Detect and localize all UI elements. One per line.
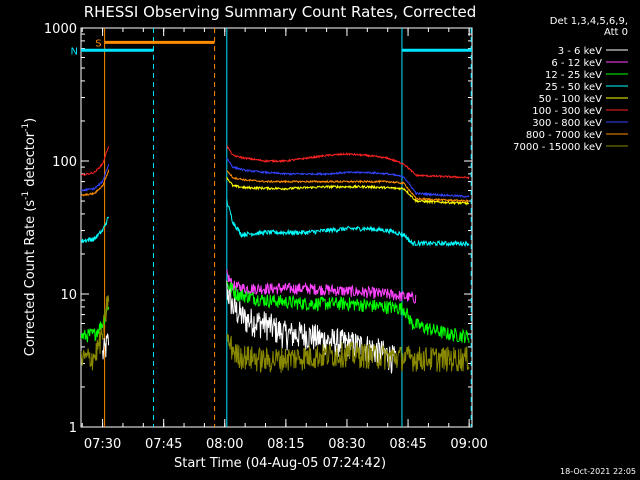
series-line: [102, 332, 110, 360]
series-line: [226, 157, 470, 198]
x-tick-label: 08:30: [328, 437, 365, 452]
flag-bars: SN: [71, 38, 472, 57]
legend-label: 25 - 50 keV: [545, 82, 602, 93]
series-line: [226, 170, 470, 203]
x-tick-label: 09:00: [450, 437, 487, 452]
y-label-part: Corrected Count Rate (s: [23, 200, 38, 357]
series-line: [226, 280, 397, 374]
legend-label: 3 - 6 keV: [558, 46, 602, 57]
legend-label: 50 - 100 keV: [539, 94, 603, 105]
legend-label: 7000 - 15000 keV: [513, 142, 602, 153]
y-tick-label: 100: [52, 155, 77, 170]
series-line: [226, 281, 470, 344]
x-tick-label: 07:45: [145, 437, 182, 452]
series-line: [226, 176, 470, 206]
series-line: [226, 333, 470, 374]
series-line: [81, 216, 110, 244]
legend-label: 300 - 800 keV: [532, 118, 602, 129]
legend-label: 800 - 7000 keV: [526, 130, 602, 141]
y-axis-label: Corrected Count Rate (s-1 detector-1): [21, 118, 38, 356]
series-line: [81, 295, 110, 371]
x-tick-label: 08:15: [267, 437, 304, 452]
time-markers: [104, 28, 472, 427]
series-line: [226, 269, 417, 304]
series-line: [81, 169, 110, 197]
y-label-superscript: -1: [21, 123, 31, 132]
x-axis-label: Start Time (04-Aug-05 07:24:42): [174, 456, 386, 471]
series-line: [81, 163, 110, 192]
flag-label: N: [71, 46, 78, 57]
series-line: [81, 146, 110, 176]
x-tick-label: 08:00: [206, 437, 243, 452]
series-lines: [81, 145, 470, 374]
plot-area: [80, 27, 473, 428]
y-label-part: ): [23, 118, 38, 123]
y-label-superscript: -1: [21, 191, 31, 200]
y-tick-label: 1000: [44, 22, 77, 37]
series-line: [226, 199, 470, 247]
legend-title: Att 0: [604, 27, 628, 38]
y-axis: 1 10 100 1000: [44, 22, 472, 436]
y-tick-label: 10: [60, 288, 77, 303]
series-line: [226, 145, 470, 180]
legend-label: 6 - 12 keV: [551, 58, 602, 69]
chart-title: RHESSI Observing Summary Count Rates, Co…: [84, 3, 477, 21]
legend-label: 100 - 300 keV: [532, 106, 602, 117]
y-tick-label: 1: [69, 421, 77, 436]
legend-label: 12 - 25 keV: [545, 70, 602, 81]
y-label-part: detector: [23, 131, 38, 191]
x-tick-label: 08:45: [389, 437, 426, 452]
x-tick-label: 07:30: [84, 437, 121, 452]
legend-title: Det 1,3,4,5,6,9,: [550, 16, 628, 27]
x-axis: 07:30 07:45 08:00 08:15 08:30 08:45 09:00: [81, 28, 488, 452]
flag-label: S: [95, 38, 101, 49]
timestamp: 18-Oct-2021 22:05: [560, 467, 636, 476]
